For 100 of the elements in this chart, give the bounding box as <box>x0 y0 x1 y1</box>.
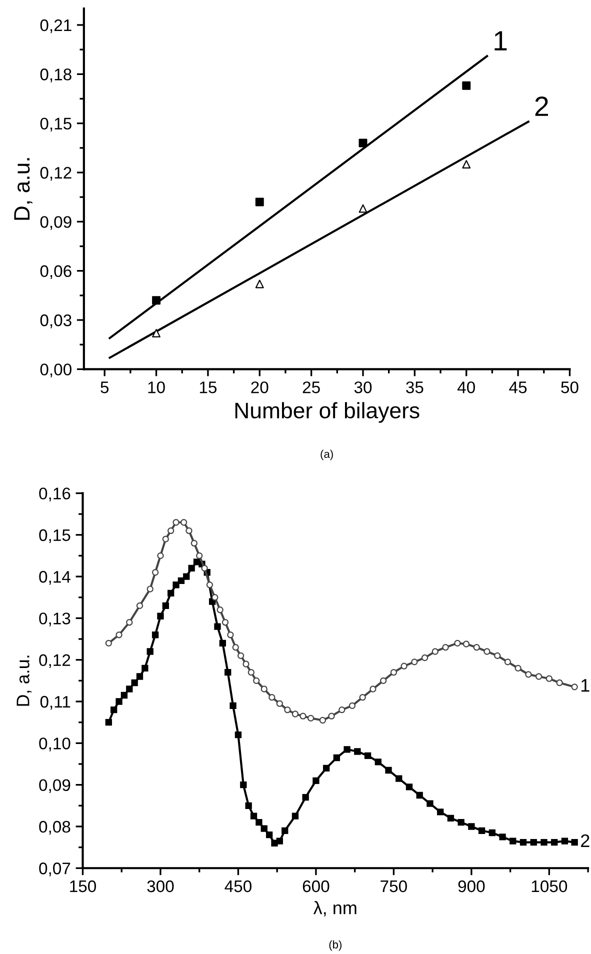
point <box>525 671 532 678</box>
point <box>190 540 198 547</box>
point <box>186 527 192 534</box>
point <box>126 619 133 626</box>
x-tick-label: 450 <box>224 880 252 892</box>
y-tick-label: 0,09 <box>40 216 72 230</box>
point <box>390 669 398 676</box>
point <box>400 662 408 670</box>
point <box>462 640 470 648</box>
point <box>307 714 314 722</box>
point <box>255 280 264 288</box>
point <box>152 569 159 576</box>
y-tick-label: 0,07 <box>39 862 70 876</box>
point <box>462 81 471 90</box>
point <box>380 677 387 684</box>
point <box>292 710 299 718</box>
point <box>494 652 501 660</box>
x-tick-label: 45 <box>509 382 527 394</box>
y-tick-label: 0,10 <box>39 738 70 752</box>
y-tick-label: 0,12 <box>39 654 70 668</box>
point <box>105 640 112 647</box>
point <box>260 686 268 692</box>
point <box>152 328 161 338</box>
x-tick-label: 15 <box>200 382 217 394</box>
point <box>484 648 490 655</box>
y-tick-label: 0,09 <box>39 779 70 793</box>
point <box>462 160 471 169</box>
x-axis-title: λ, nm <box>313 901 356 916</box>
text: (a) <box>320 450 333 460</box>
point <box>359 694 366 701</box>
point <box>556 679 563 686</box>
y-tick-label: 0,03 <box>40 314 72 328</box>
point <box>535 673 542 680</box>
y-tick-label: 0,12 <box>40 166 72 181</box>
point <box>268 694 276 701</box>
x-tick-label: 5 <box>100 382 109 394</box>
point <box>253 677 260 684</box>
point <box>358 204 368 213</box>
point <box>206 582 214 588</box>
point <box>168 527 174 534</box>
x-tick-label: 30 <box>354 381 372 394</box>
point <box>473 644 480 651</box>
point <box>201 564 208 572</box>
point <box>196 552 203 560</box>
point <box>370 686 376 692</box>
point <box>514 664 522 672</box>
y-tick-label: 0,06 <box>40 265 72 280</box>
y-tick-label: 0,11 <box>40 696 70 710</box>
x-tick-label: 900 <box>458 880 485 892</box>
point <box>284 706 291 714</box>
x-axis-title: Number of bilayers <box>235 402 420 423</box>
x-tick-label: 25 <box>302 381 320 394</box>
point <box>276 700 284 707</box>
point <box>255 198 264 206</box>
point <box>300 712 306 720</box>
y-tick-label: 0,15 <box>40 118 72 132</box>
point <box>162 536 169 542</box>
x-tick-label: 1050 <box>532 880 568 892</box>
point <box>248 669 255 676</box>
point <box>358 138 368 148</box>
point <box>157 552 164 560</box>
point <box>242 660 250 668</box>
x-tick-label: 35 <box>406 381 424 394</box>
point <box>232 644 239 651</box>
point <box>216 606 224 614</box>
point <box>152 296 161 305</box>
point <box>546 675 553 682</box>
x-tick-label: 10 <box>148 381 165 394</box>
y-tick-label: 0,13 <box>39 612 70 626</box>
y-tick-label: 0,21 <box>40 19 72 34</box>
y-tick-label: 0,18 <box>40 68 72 82</box>
x-tick-label: 750 <box>380 880 407 892</box>
point <box>328 712 335 720</box>
x-tick-label: 20 <box>251 381 268 394</box>
y-tick-label: 0,14 <box>39 570 70 585</box>
annotation: 2 <box>535 96 548 116</box>
text: (b) <box>329 940 342 951</box>
x-tick-label: 150 <box>70 880 96 892</box>
y-tick-label: 0,00 <box>40 364 72 378</box>
point <box>227 632 234 638</box>
x-tick-label: 50 <box>561 381 578 394</box>
x-tick-label: 300 <box>147 880 174 892</box>
point <box>180 519 188 526</box>
annotation: 1 <box>494 31 507 50</box>
y-axis-title: D, a.u. <box>14 158 32 220</box>
point <box>319 716 326 724</box>
point <box>172 519 180 526</box>
point <box>237 652 244 660</box>
point <box>348 702 356 710</box>
point <box>442 644 449 651</box>
annotation: 2 <box>581 834 590 847</box>
point <box>571 684 578 690</box>
point <box>136 602 144 610</box>
y-tick-label: 0,15 <box>39 529 70 544</box>
y-tick-label: 0,08 <box>39 820 70 835</box>
x-tick-label: 600 <box>302 880 330 892</box>
point <box>338 706 346 714</box>
point <box>432 648 438 655</box>
point <box>454 640 461 647</box>
point <box>116 632 122 638</box>
